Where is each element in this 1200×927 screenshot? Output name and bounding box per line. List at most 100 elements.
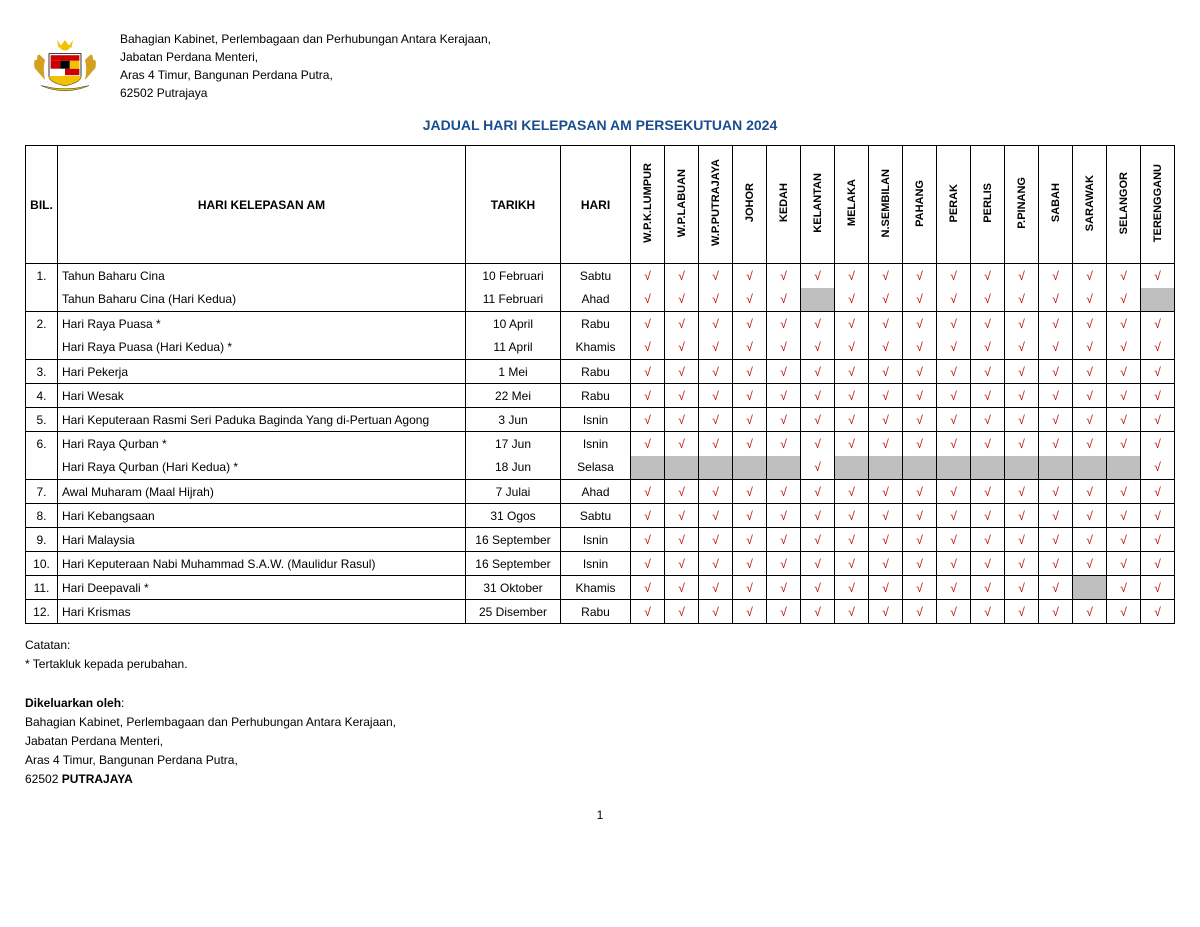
cell-mark: √ — [869, 384, 903, 408]
cell-mark: √ — [1005, 360, 1039, 384]
cell-day: Sabtu — [561, 264, 631, 288]
page-number: 1 — [25, 808, 1175, 822]
cell-mark: √ — [1073, 528, 1107, 552]
cell-mark: √ — [631, 504, 665, 528]
cell-mark: √ — [937, 504, 971, 528]
cell-mark: √ — [835, 360, 869, 384]
cell-mark: √ — [971, 480, 1005, 504]
cell-mark: √ — [1005, 384, 1039, 408]
cell-mark: √ — [1039, 408, 1073, 432]
cell-mark: √ — [1107, 408, 1141, 432]
cell-mark: √ — [733, 264, 767, 288]
col-state: PAHANG — [903, 146, 937, 264]
table-row: 10.Hari Keputeraan Nabi Muhammad S.A.W. … — [26, 552, 1175, 576]
cell-mark: √ — [801, 480, 835, 504]
cell-mark: √ — [1039, 600, 1073, 624]
table-row: Hari Raya Qurban (Hari Kedua) *18 JunSel… — [26, 456, 1175, 480]
cell-holiday-name: Hari Keputeraan Rasmi Seri Paduka Bagind… — [58, 408, 466, 432]
cell-mark: √ — [1107, 336, 1141, 360]
cell-mark: √ — [1073, 480, 1107, 504]
cell-date: 10 April — [466, 312, 561, 336]
cell-mark: √ — [631, 264, 665, 288]
cell-holiday-name: Hari Raya Puasa (Hari Kedua) * — [58, 336, 466, 360]
cell-mark: √ — [699, 480, 733, 504]
cell-num — [26, 456, 58, 480]
cell-mark: √ — [1141, 504, 1175, 528]
cell-num: 6. — [26, 432, 58, 456]
cell-mark: √ — [631, 552, 665, 576]
cell-mark: √ — [937, 528, 971, 552]
col-hari: HARI — [561, 146, 631, 264]
cell-mark: √ — [631, 288, 665, 312]
cell-holiday-name: Hari Raya Qurban * — [58, 432, 466, 456]
cell-day: Isnin — [561, 432, 631, 456]
cell-mark: √ — [1073, 432, 1107, 456]
cell-mark: √ — [937, 264, 971, 288]
cell-mark: √ — [1141, 576, 1175, 600]
cell-mark: √ — [733, 552, 767, 576]
header-line: Bahagian Kabinet, Perlembagaan dan Perhu… — [120, 30, 491, 48]
col-state: W.P.PUTRAJAYA — [699, 146, 733, 264]
cell-holiday-name: Tahun Baharu Cina — [58, 264, 466, 288]
cell-mark: √ — [971, 360, 1005, 384]
cell-mark: √ — [1141, 384, 1175, 408]
cell-mark: √ — [869, 552, 903, 576]
col-state: PERLIS — [971, 146, 1005, 264]
cell-date: 18 Jun — [466, 456, 561, 480]
cell-mark: √ — [767, 432, 801, 456]
cell-mark: √ — [971, 552, 1005, 576]
cell-mark: √ — [1005, 528, 1039, 552]
cell-mark: √ — [869, 264, 903, 288]
cell-mark: √ — [869, 432, 903, 456]
cell-mark: √ — [903, 504, 937, 528]
cell-mark: √ — [1039, 504, 1073, 528]
cell-mark: √ — [801, 432, 835, 456]
cell-mark: √ — [1107, 600, 1141, 624]
cell-holiday-name: Hari Keputeraan Nabi Muhammad S.A.W. (Ma… — [58, 552, 466, 576]
cell-mark: √ — [869, 480, 903, 504]
cell-mark: √ — [903, 312, 937, 336]
cell-mark: √ — [733, 384, 767, 408]
cell-mark: √ — [767, 312, 801, 336]
cell-mark: √ — [665, 552, 699, 576]
cell-mark: √ — [631, 360, 665, 384]
cell-mark: √ — [665, 408, 699, 432]
cell-mark — [937, 456, 971, 480]
cell-mark: √ — [1039, 528, 1073, 552]
col-state: P.PINANG — [1005, 146, 1039, 264]
col-state: JOHOR — [733, 146, 767, 264]
catatan-label: Catatan: — [25, 636, 1175, 655]
coat-of-arms-icon — [25, 36, 105, 96]
cell-mark: √ — [767, 504, 801, 528]
cell-mark: √ — [937, 432, 971, 456]
cell-mark: √ — [801, 576, 835, 600]
col-state: SELANGOR — [1107, 146, 1141, 264]
cell-num: 3. — [26, 360, 58, 384]
table-row: 6.Hari Raya Qurban *17 JunIsnin√√√√√√√√√… — [26, 432, 1175, 456]
cell-day: Rabu — [561, 312, 631, 336]
cell-holiday-name: Tahun Baharu Cina (Hari Kedua) — [58, 288, 466, 312]
cell-mark: √ — [835, 312, 869, 336]
cell-date: 31 Ogos — [466, 504, 561, 528]
table-row: 3.Hari Pekerja1 MeiRabu√√√√√√√√√√√√√√√√ — [26, 360, 1175, 384]
cell-holiday-name: Hari Malaysia — [58, 528, 466, 552]
cell-mark: √ — [1005, 264, 1039, 288]
cell-mark: √ — [1107, 480, 1141, 504]
header-line: 62502 Putrajaya — [120, 84, 491, 102]
cell-mark: √ — [869, 528, 903, 552]
cell-mark: √ — [1107, 312, 1141, 336]
cell-mark: √ — [767, 384, 801, 408]
cell-mark: √ — [699, 336, 733, 360]
cell-mark: √ — [767, 480, 801, 504]
col-state: TERENGGANU — [1141, 146, 1175, 264]
cell-date: 16 September — [466, 528, 561, 552]
cell-date: 17 Jun — [466, 432, 561, 456]
table-header-row: BIL. HARI KELEPASAN AM TARIKH HARI W.P.K… — [26, 146, 1175, 264]
cell-mark: √ — [1107, 360, 1141, 384]
cell-mark: √ — [665, 576, 699, 600]
cell-mark: √ — [835, 504, 869, 528]
cell-mark: √ — [733, 360, 767, 384]
cell-holiday-name: Hari Kebangsaan — [58, 504, 466, 528]
cell-mark: √ — [665, 600, 699, 624]
cell-date: 11 April — [466, 336, 561, 360]
